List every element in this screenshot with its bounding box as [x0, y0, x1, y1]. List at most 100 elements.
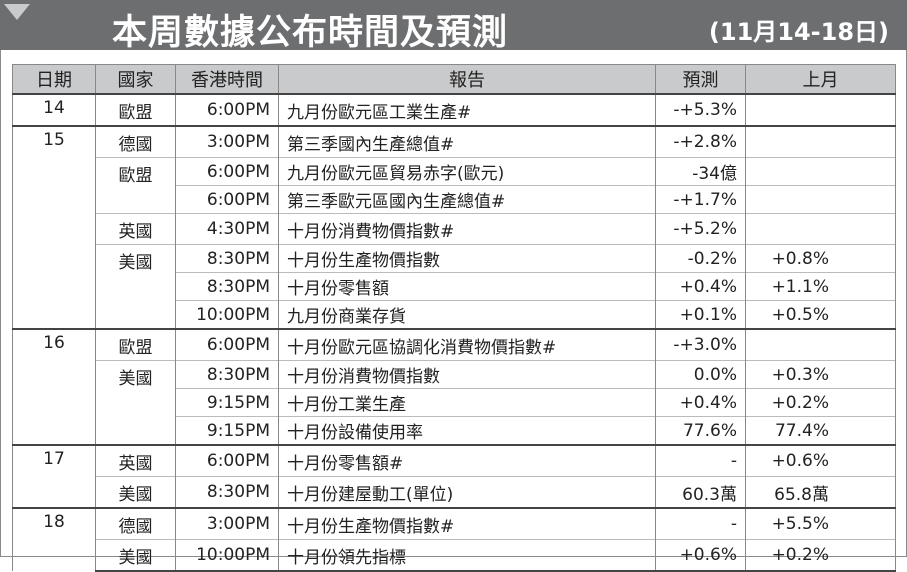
- column-header: 上月: [745, 64, 896, 95]
- forecast-cell: -: [655, 444, 746, 477]
- table-row: 9:15PM 十月份工業生產 +0.4% +0.2%: [13, 388, 896, 417]
- column-header: 香港時間: [175, 64, 279, 95]
- report-cell: 十月份生產物價指數: [278, 244, 656, 273]
- report-cell: 十月份建屋動工(單位): [278, 476, 656, 508]
- table-row: 美國 8:30PM 十月份生產物價指數 -0.2% +0.8%: [13, 244, 896, 329]
- previous-cell: [745, 125, 896, 158]
- table-row: 美國 10:00PM 十月份領先指標 +0.6% +0.2%: [13, 539, 896, 572]
- report-cell: 十月份領先指標: [278, 539, 656, 572]
- forecast-cell: -+3.0%: [655, 328, 746, 361]
- forecast-cell: -+2.8%: [655, 125, 746, 158]
- previous-cell: +0.2%: [745, 539, 896, 572]
- forecast-cell: 60.3萬: [655, 476, 746, 508]
- forecast-cell: -: [655, 507, 746, 540]
- forecast-cell: +0.1%: [655, 300, 746, 329]
- country-cell: 歐盟: [95, 157, 176, 214]
- time-cell: 10:00PM: [175, 300, 279, 329]
- table-row: 9:15PM 十月份設備使用率 77.6% 77.4%: [13, 416, 896, 445]
- table-row: 10:00PM 九月份商業存貨 +0.1% +0.5%: [13, 300, 896, 329]
- time-cell: 6:00PM: [175, 328, 279, 361]
- time-cell: 3:00PM: [175, 507, 279, 540]
- previous-cell: [745, 157, 896, 186]
- table-row: 18 德國 3:00PM 十月份生產物價指數# - +5.5%: [12, 507, 896, 571]
- time-cell: 8:30PM: [175, 360, 279, 389]
- country-cell: 歐盟: [95, 328, 176, 361]
- forecast-cell: -34億: [655, 157, 746, 186]
- previous-cell: +0.8%: [745, 244, 896, 273]
- header-row: 日期 國家 香港時間 報告 預測 上月: [12, 64, 896, 95]
- subtitle: (11月14-18日): [708, 18, 889, 46]
- table-row: 14 歐盟 6:00PM 九月份歐元區工業生產# -+5.3%: [12, 93, 896, 126]
- report-cell: 九月份歐元區貿易赤字(歐元): [278, 157, 656, 186]
- previous-cell: +0.3%: [745, 360, 896, 389]
- forecast-cell: 0.0%: [655, 360, 746, 389]
- column-header: 報告: [278, 64, 656, 95]
- table-row: 8:30PM 十月份零售額 +0.4% +1.1%: [13, 272, 896, 301]
- table-row: 英國 4:30PM 十月份消費物價指數# -+5.2%: [13, 213, 896, 245]
- forecast-cell: +0.6%: [655, 539, 746, 572]
- column-header: 國家: [95, 64, 176, 95]
- column-header: 預測: [655, 64, 746, 95]
- time-cell: 6:00PM: [175, 157, 279, 186]
- country-cell: 美國: [95, 244, 176, 329]
- time-cell: 10:00PM: [175, 539, 279, 572]
- time-cell: 6:00PM: [175, 93, 279, 126]
- forecast-cell: -+1.7%: [655, 185, 746, 214]
- table-row: 16 歐盟 6:00PM 十月份歐元區協調化消費物價指數# -+3.0%: [12, 328, 896, 445]
- country-cell: 德國: [95, 125, 176, 158]
- table-row: 歐盟 6:00PM 九月份歐元區貿易赤字(歐元) -34億: [13, 157, 896, 214]
- time-cell: 6:00PM: [175, 444, 279, 477]
- schedule-table: 日期 國家 香港時間 報告 預測 上月 14 歐盟 6:00PM 九月份歐元區工業生產# -+5.…: [12, 64, 896, 572]
- previous-cell: [745, 328, 896, 361]
- table-row: 美國 8:30PM 十月份建屋動工(單位) 60.3萬 65.8萬: [13, 476, 896, 508]
- previous-cell: +0.6%: [745, 444, 896, 477]
- country-cell: 英國: [95, 213, 176, 245]
- time-cell: 8:30PM: [175, 476, 279, 508]
- previous-cell: [745, 93, 896, 126]
- previous-cell: +1.1%: [745, 272, 896, 301]
- report-cell: 十月份設備使用率: [278, 416, 656, 445]
- time-cell: 9:15PM: [175, 388, 279, 417]
- report-cell: 第三季國內生產總值#: [278, 125, 656, 158]
- previous-cell: +0.5%: [745, 300, 896, 329]
- forecast-cell: -+5.2%: [655, 213, 746, 245]
- report-cell: 十月份零售額: [278, 272, 656, 301]
- country-cell: 美國: [95, 476, 176, 508]
- banner: [0, 0, 907, 50]
- table-row: 17 英國 6:00PM 十月份零售額# - +0.6%: [12, 444, 896, 508]
- country-cell: 英國: [95, 444, 176, 477]
- table-row: 6:00PM 第三季歐元區國內生產總值# -+1.7%: [13, 185, 896, 214]
- report-cell: 九月份歐元區工業生產#: [278, 93, 656, 126]
- title: 本周數據公布時間及預測: [112, 13, 509, 53]
- time-cell: 4:30PM: [175, 213, 279, 245]
- previous-cell: +0.2%: [745, 388, 896, 417]
- forecast-cell: +0.4%: [655, 388, 746, 417]
- date-cell: 16: [12, 328, 96, 445]
- forecast-cell: 77.6%: [655, 416, 746, 445]
- time-cell: 8:30PM: [175, 244, 279, 273]
- date-cell: 17: [12, 444, 96, 508]
- forecast-cell: -0.2%: [655, 244, 746, 273]
- time-cell: 6:00PM: [175, 185, 279, 214]
- column-header: 日期: [12, 64, 96, 95]
- forecast-cell: -+5.3%: [655, 93, 746, 126]
- previous-cell: [745, 213, 896, 245]
- table-row: 美國 8:30PM 十月份消費物價指數 0.0% +0.3%: [13, 360, 896, 445]
- previous-cell: 77.4%: [745, 416, 896, 445]
- country-cell: 美國: [95, 360, 176, 445]
- report-cell: 第三季歐元區國內生產總值#: [278, 185, 656, 214]
- report-cell: 十月份消費物價指數#: [278, 213, 656, 245]
- report-cell: 十月份生產物價指數#: [278, 507, 656, 540]
- time-cell: 3:00PM: [175, 125, 279, 158]
- report-cell: 十月份工業生產: [278, 388, 656, 417]
- previous-cell: [745, 185, 896, 214]
- time-cell: 8:30PM: [175, 272, 279, 301]
- forecast-cell: +0.4%: [655, 272, 746, 301]
- country-cell: 歐盟: [95, 93, 176, 126]
- country-cell: 德國: [95, 507, 176, 540]
- date-cell: 14: [12, 93, 96, 126]
- date-cell: 18: [12, 507, 96, 571]
- time-cell: 9:15PM: [175, 416, 279, 445]
- country-cell: 美國: [95, 539, 176, 572]
